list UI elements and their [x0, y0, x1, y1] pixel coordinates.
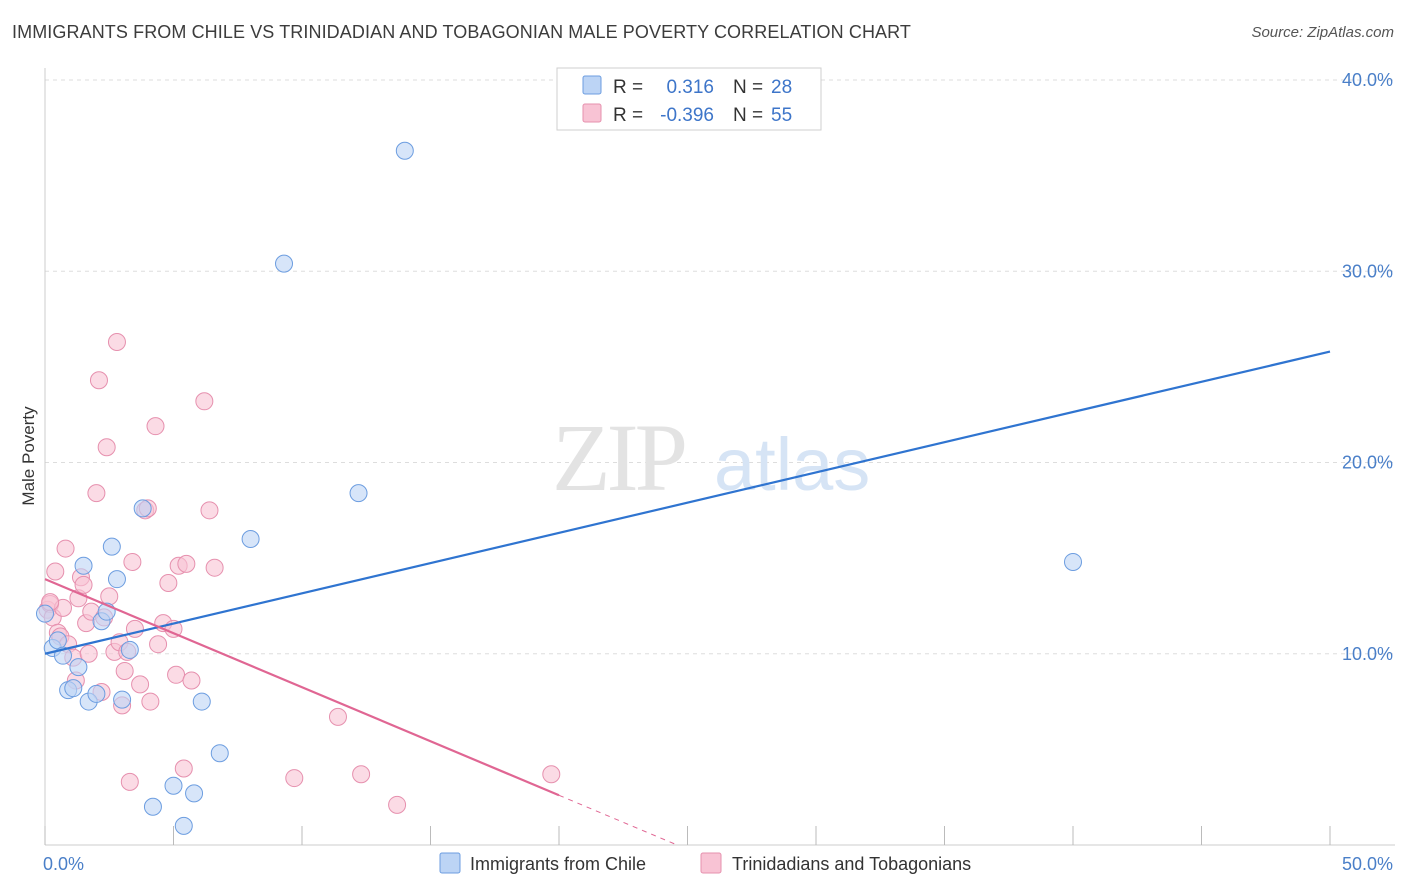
chart-title: IMMIGRANTS FROM CHILE VS TRINIDADIAN AND…	[12, 22, 912, 42]
blue-point-23	[241, 530, 260, 548]
stats-r-label-pink: R =	[613, 105, 643, 126]
x-tick-label-0: 0.0%	[43, 854, 84, 874]
pink-point-33	[141, 692, 160, 711]
pink-point-16	[87, 484, 106, 503]
blue-point-25	[349, 484, 368, 503]
blue-point-7	[74, 556, 93, 575]
blue-point-5	[64, 679, 83, 698]
chart-source: Source: ZipAtlas.com	[1251, 24, 1394, 41]
blue-point-24	[275, 254, 294, 273]
pink-point-29	[123, 552, 142, 571]
stats-r-label-blue: R =	[613, 77, 643, 98]
pink-point-21	[100, 587, 119, 606]
pink-point-20	[97, 438, 116, 457]
grid-layer	[45, 79, 1395, 655]
blue-point-19	[174, 816, 193, 835]
pink-point-14	[79, 644, 98, 663]
pink-point-35	[149, 635, 168, 654]
y-tick-label-2: 30.0%	[1342, 261, 1393, 281]
pink-point-48	[328, 707, 347, 726]
pink-point-50	[388, 795, 407, 814]
watermark-atlas: atlas	[714, 423, 870, 506]
blue-point-9	[87, 684, 106, 703]
stats-swatch-blue	[582, 75, 602, 95]
blue-point-17	[143, 797, 162, 816]
pink-point-23	[107, 333, 126, 352]
stats-r-value-blue: 0.316	[666, 77, 714, 98]
series-chile-points	[36, 141, 1082, 835]
watermark: ZIP atlas	[552, 404, 870, 511]
pink-point-41	[174, 759, 193, 778]
pink-point-46	[205, 558, 224, 577]
blue-point-22	[210, 744, 229, 763]
stats-box: R = 0.316 N = 28 R = -0.396 N = 55	[556, 67, 822, 131]
blue-point-26	[395, 141, 414, 160]
pink-point-51	[542, 765, 561, 784]
legend-swatch-trinidadians	[700, 852, 722, 874]
chile-trend-line	[44, 350, 1331, 655]
pink-point-37	[159, 573, 178, 592]
blue-point-13	[107, 570, 126, 589]
legend-label-chile: Immigrants from Chile	[470, 854, 646, 874]
pink-point-26	[115, 661, 134, 680]
stats-swatch-pink	[582, 103, 602, 123]
pink-point-7	[56, 539, 75, 558]
legend-label-trinidadians: Trinidadians and Tobagonians	[732, 854, 971, 874]
trinidadians-trend-line	[44, 578, 560, 797]
y-tick-label-0: 10.0%	[1342, 644, 1393, 664]
stats-r-value-pink: -0.396	[660, 105, 714, 126]
pink-point-31	[131, 675, 150, 694]
stats-n-value-pink: 55	[771, 105, 792, 126]
x-tick-label-1: 50.0%	[1342, 854, 1393, 874]
pink-point-39	[167, 665, 186, 684]
legend: Immigrants from Chile Trinidadians and T…	[439, 852, 971, 874]
blue-point-15	[120, 640, 139, 659]
pink-point-17	[89, 371, 108, 390]
pink-point-42	[177, 554, 196, 573]
y-tick-label-3: 40.0%	[1342, 70, 1393, 90]
pink-point-12	[74, 575, 93, 594]
blue-point-2	[48, 631, 67, 650]
axis-layer: 10.0% 20.0% 30.0% 40.0% 0.0% 50.0%	[43, 68, 1395, 874]
stats-n-label-pink: N =	[733, 105, 763, 126]
pink-point-28	[120, 772, 139, 791]
y-axis-label: Male Poverty	[19, 406, 38, 506]
blue-point-18	[164, 776, 183, 795]
legend-swatch-chile	[439, 852, 461, 874]
pink-point-44	[195, 392, 214, 411]
blue-point-14	[113, 690, 132, 709]
pink-point-3	[46, 562, 65, 581]
trinidadians-trend-extension	[558, 794, 678, 846]
trend-lines	[44, 350, 1331, 846]
stats-n-value-blue: 28	[771, 77, 792, 98]
pink-point-34	[146, 417, 165, 436]
pink-point-47	[285, 769, 304, 788]
blue-point-27	[1064, 552, 1082, 571]
stats-n-label-blue: N =	[733, 77, 763, 98]
blue-point-0	[36, 604, 54, 623]
pink-point-43	[182, 671, 201, 690]
blue-point-6	[69, 658, 88, 677]
blue-point-21	[192, 692, 211, 711]
blue-point-20	[185, 784, 204, 803]
y-tick-label-1: 20.0%	[1342, 453, 1393, 473]
blue-point-12	[102, 537, 121, 556]
blue-point-16	[133, 499, 152, 518]
pink-point-45	[200, 501, 219, 520]
pink-point-49	[352, 765, 371, 784]
watermark-zip: ZIP	[552, 404, 685, 511]
